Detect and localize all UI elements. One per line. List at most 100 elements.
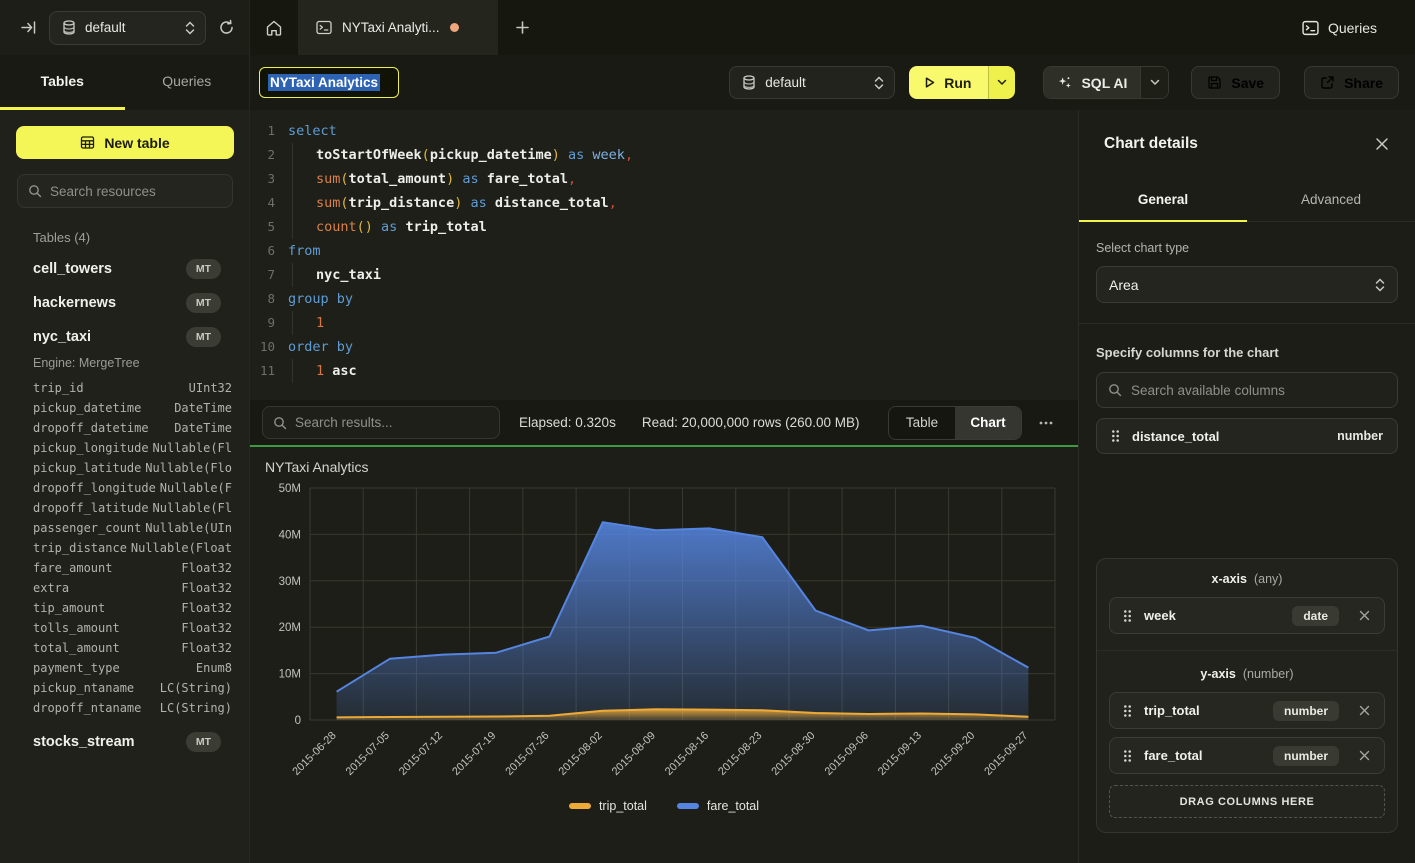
column-name: trip_distance	[33, 538, 131, 558]
tab-advanced[interactable]: Advanced	[1247, 178, 1415, 222]
column-type: Nullable(Float	[131, 538, 232, 558]
remove-column-icon[interactable]	[1359, 750, 1370, 761]
column-row: pickup_datetimeDateTime	[33, 398, 232, 418]
column-row: dropoff_ntanameLC(String)	[33, 698, 232, 718]
line-number: 11	[250, 359, 288, 383]
sidebar-tab-queries[interactable]: Queries	[125, 55, 250, 110]
column-type: LC(String)	[160, 678, 232, 698]
sidebar-tab-tables[interactable]: Tables	[0, 55, 125, 110]
sql-ai-button[interactable]: SQL AI	[1043, 66, 1169, 99]
table-row[interactable]: nyc_taxiMT	[33, 327, 221, 347]
column-row: tolls_amountFloat32	[33, 618, 232, 638]
sidebar: New table Tables (4) cell_towersMThacker…	[0, 110, 250, 863]
refresh-icon[interactable]	[218, 19, 235, 36]
tab-general[interactable]: General	[1079, 178, 1247, 222]
run-button[interactable]: Run	[909, 66, 1015, 99]
axes-card: x-axis(any) weekdate y-axis(number) trip…	[1096, 558, 1398, 833]
query-title-input[interactable]: NYTaxi Analytics	[259, 67, 399, 98]
remove-column-icon[interactable]	[1359, 610, 1370, 621]
code-line[interactable]: 6from	[250, 239, 1078, 263]
save-button[interactable]: Save	[1191, 66, 1280, 99]
code-text: 1 asc	[288, 359, 357, 383]
code-line[interactable]: 8group by	[250, 287, 1078, 311]
share-button[interactable]: Share	[1304, 66, 1399, 99]
columns-search[interactable]	[1096, 372, 1398, 408]
sql-editor[interactable]: 1select2toStartOfWeek(pickup_datetime) a…	[250, 110, 1078, 400]
legend-item-fare_total[interactable]: fare_total	[677, 799, 759, 813]
table-row[interactable]: stocks_streamMT	[33, 732, 221, 752]
chart-type-select[interactable]: Area	[1096, 266, 1398, 303]
drag-handle-icon[interactable]	[1123, 704, 1132, 718]
console-icon	[316, 20, 332, 35]
sidebar-search-input[interactable]	[50, 184, 222, 199]
columns-label: Specify columns for the chart	[1096, 345, 1398, 360]
new-tab-button[interactable]	[498, 0, 546, 55]
remove-column-icon[interactable]	[1359, 705, 1370, 716]
query-database-selector[interactable]: default	[729, 66, 895, 99]
column-item-distance_total[interactable]: distance_totalnumber	[1096, 418, 1398, 454]
table-row[interactable]: hackernewsMT	[33, 293, 221, 313]
line-number: 10	[250, 335, 288, 359]
panel-title: Chart details	[1104, 135, 1375, 153]
run-options-button[interactable]	[988, 66, 1015, 99]
view-toggle-chart[interactable]: Chart	[955, 407, 1021, 439]
table-row[interactable]: cell_towersMT	[33, 259, 221, 279]
results-search-input[interactable]	[295, 415, 489, 430]
close-icon[interactable]	[1375, 137, 1389, 151]
tab-bar: NYTaxi Analyti... Queries	[250, 0, 1415, 55]
engine-badge: MT	[186, 732, 221, 752]
table-columns: trip_idUInt32pickup_datetimeDateTimedrop…	[33, 378, 232, 718]
code-line[interactable]: 1select	[250, 119, 1078, 143]
results-toolbar: Elapsed: 0.320s Read: 20,000,000 rows (2…	[250, 400, 1078, 447]
drag-handle-icon[interactable]	[1123, 609, 1132, 623]
column-name: total_amount	[33, 638, 181, 658]
queries-button[interactable]: Queries	[1292, 0, 1415, 55]
column-item-trip_total[interactable]: trip_totalnumber	[1109, 692, 1385, 729]
view-toggle-table[interactable]: Table	[889, 407, 955, 439]
svg-text:2015-08-23: 2015-08-23	[716, 730, 764, 778]
more-options-button[interactable]	[1038, 416, 1054, 430]
drag-handle-icon[interactable]	[1123, 749, 1132, 763]
line-number: 4	[250, 191, 288, 215]
chart-details-panel: Chart details General Advanced Select ch…	[1078, 110, 1415, 863]
tab-nytaxi-analytics[interactable]: NYTaxi Analyti...	[298, 0, 498, 55]
code-line[interactable]: 5count() as trip_total	[250, 215, 1078, 239]
run-label: Run	[944, 75, 971, 91]
code-line[interactable]: 4sum(trip_distance) as distance_total,	[250, 191, 1078, 215]
drag-handle-icon[interactable]	[1111, 429, 1120, 443]
query-database-value: default	[765, 75, 865, 90]
svg-text:2015-08-02: 2015-08-02	[557, 730, 605, 778]
column-item-fare_total[interactable]: fare_totalnumber	[1109, 737, 1385, 774]
code-line[interactable]: 91	[250, 311, 1078, 335]
database-selector[interactable]: default	[49, 11, 206, 45]
x-axis-items: weekdate	[1109, 597, 1385, 634]
divider	[1097, 650, 1397, 651]
new-table-button[interactable]: New table	[16, 126, 234, 159]
code-line[interactable]: 111 asc	[250, 359, 1078, 383]
sql-ai-options-button[interactable]	[1140, 67, 1168, 98]
column-type: Float32	[181, 618, 232, 638]
columns-search-input[interactable]	[1131, 383, 1386, 398]
svg-text:30M: 30M	[279, 576, 301, 588]
search-icon	[1108, 383, 1122, 397]
search-icon	[273, 416, 287, 430]
column-name: pickup_datetime	[33, 398, 174, 418]
collapse-sidebar-icon[interactable]	[20, 19, 37, 36]
code-line[interactable]: 7nyc_taxi	[250, 263, 1078, 287]
code-line[interactable]: 2toStartOfWeek(pickup_datetime) as week,	[250, 143, 1078, 167]
sidebar-search[interactable]	[17, 174, 233, 208]
legend-item-trip_total[interactable]: trip_total	[569, 799, 647, 813]
code-line[interactable]: 3sum(total_amount) as fare_total,	[250, 167, 1078, 191]
line-number: 3	[250, 167, 288, 191]
results-search[interactable]	[262, 406, 500, 439]
code-line[interactable]: 10order by	[250, 335, 1078, 359]
column-item-name: trip_total	[1144, 703, 1261, 718]
divider	[1079, 323, 1415, 324]
drop-zone[interactable]: DRAG COLUMNS HERE	[1109, 785, 1385, 818]
svg-text:40M: 40M	[279, 529, 301, 541]
y-axis-items: trip_totalnumber fare_totalnumber	[1109, 692, 1385, 774]
column-row: extraFloat32	[33, 578, 232, 598]
svg-text:2015-07-05: 2015-07-05	[344, 730, 392, 778]
home-button[interactable]	[250, 0, 298, 55]
column-item-week[interactable]: weekdate	[1109, 597, 1385, 634]
